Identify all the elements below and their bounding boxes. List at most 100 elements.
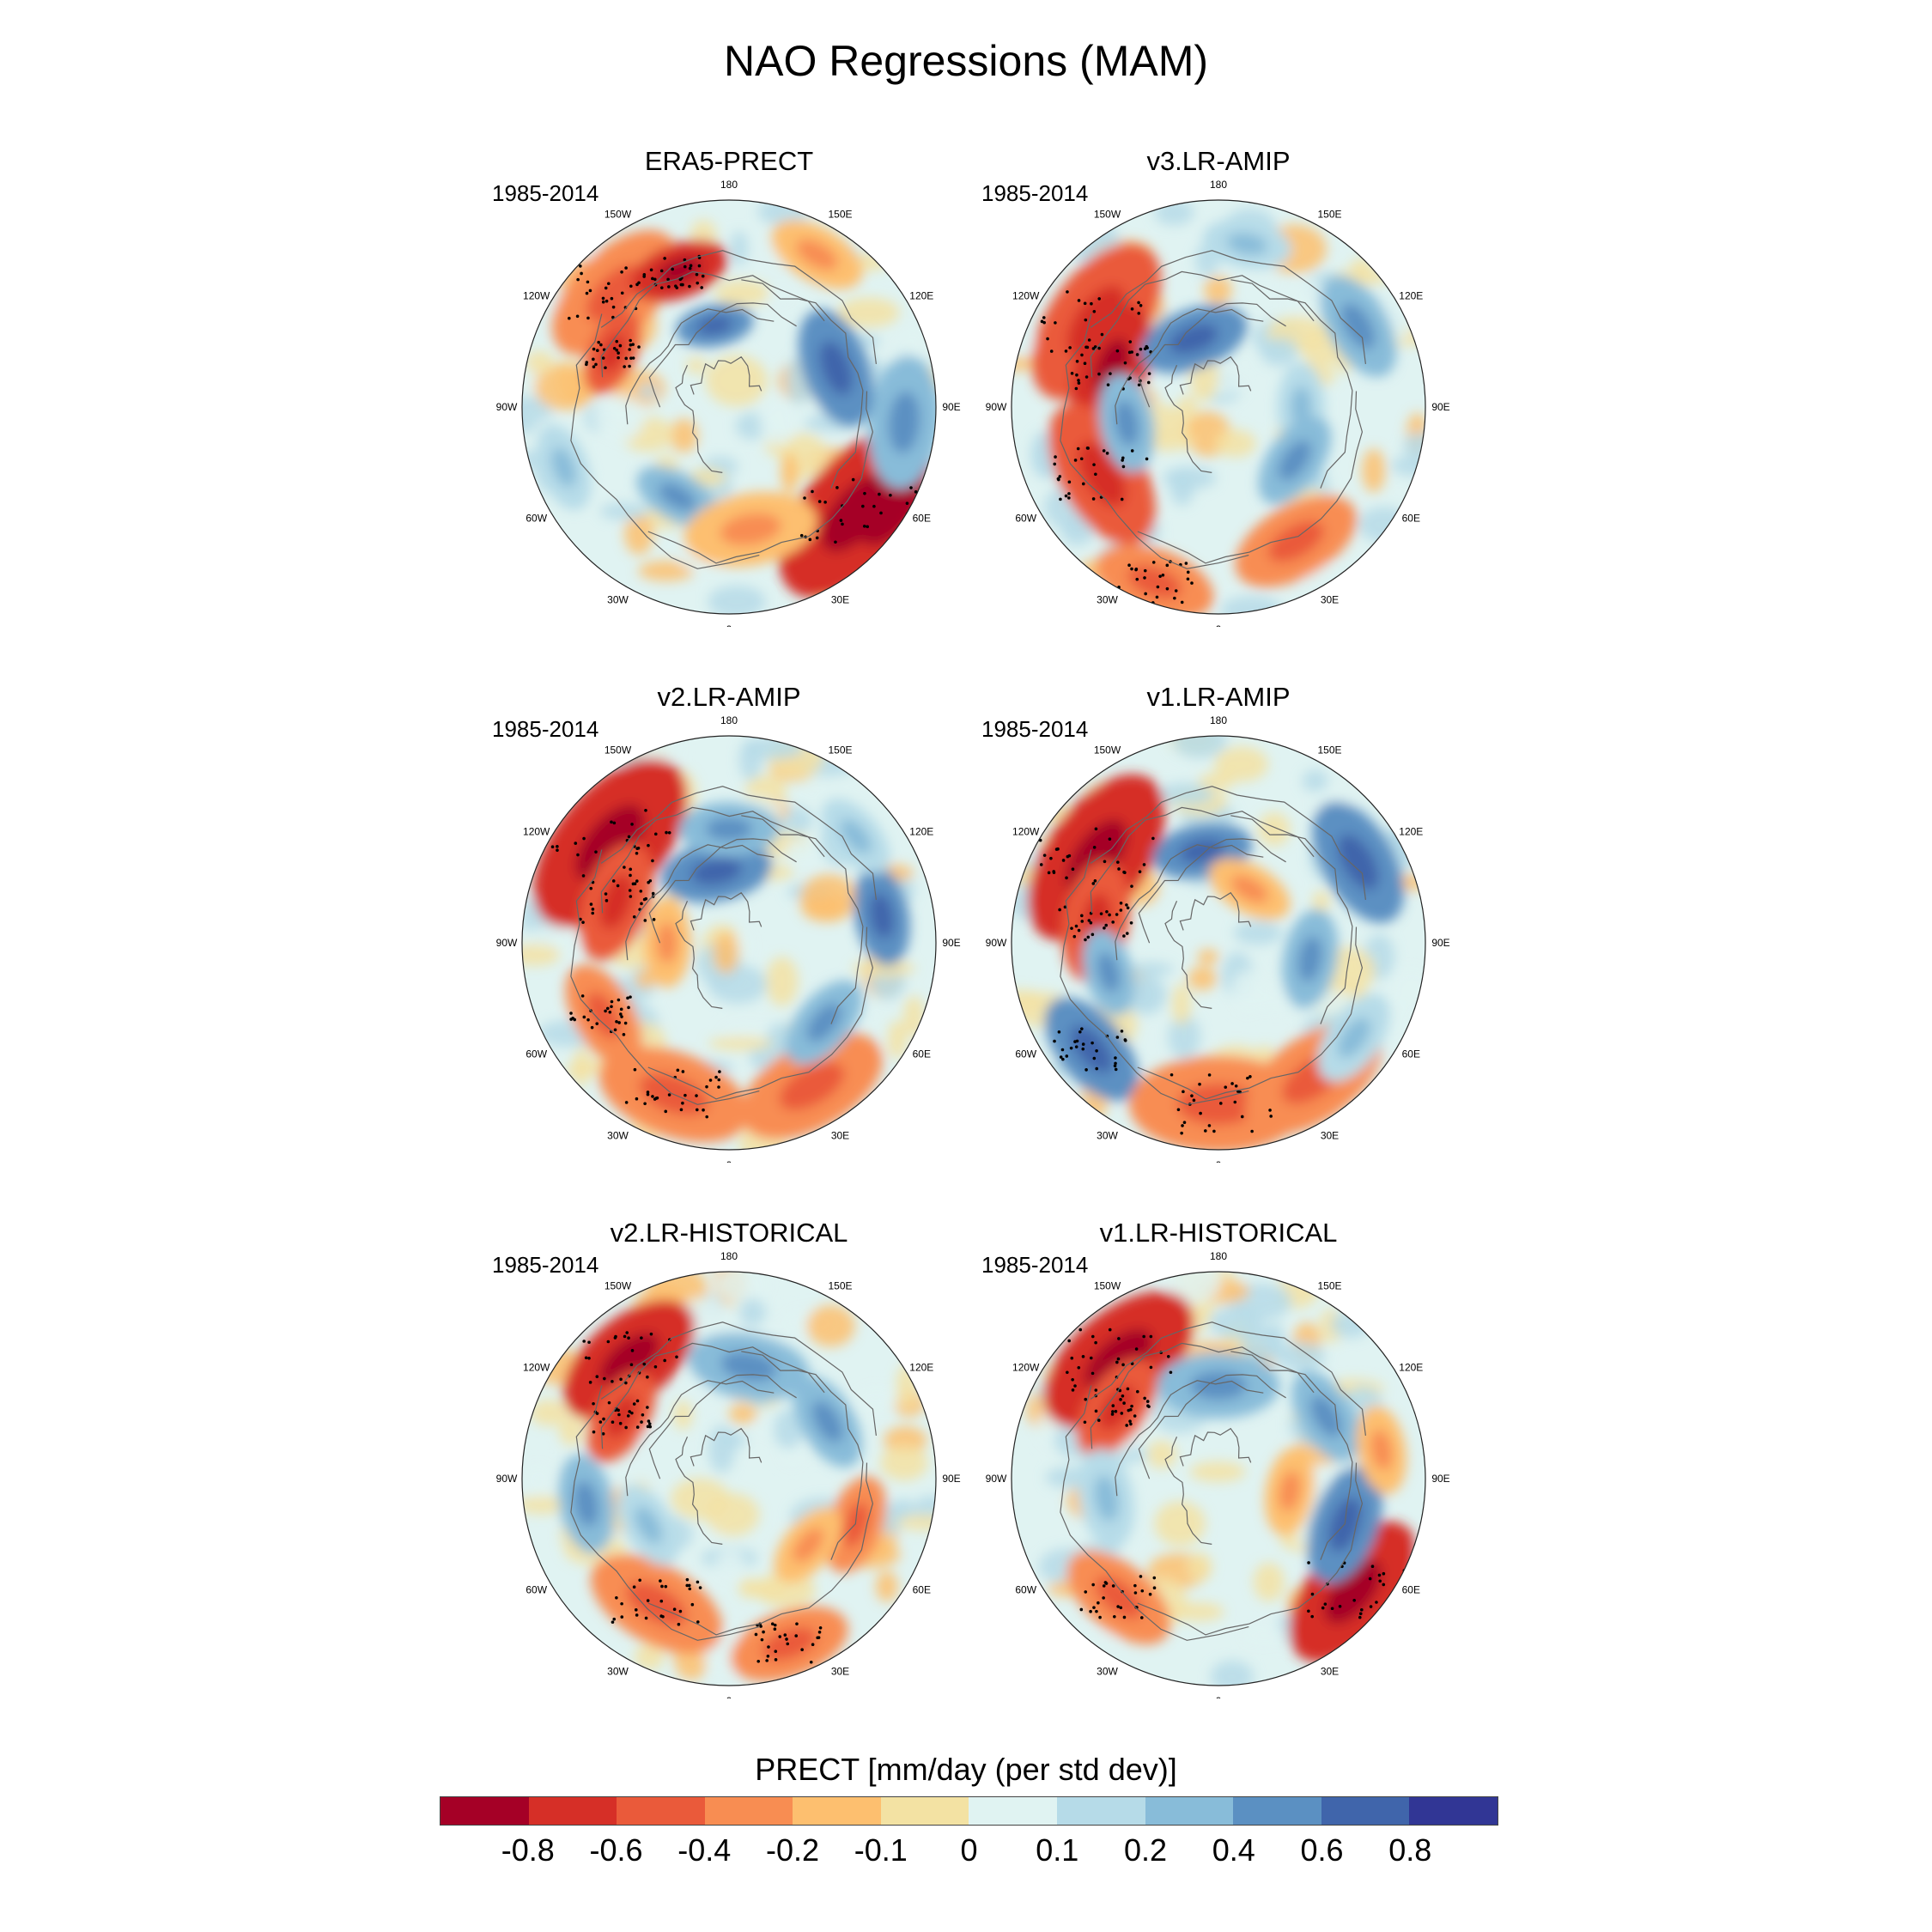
coastline bbox=[1115, 844, 1264, 961]
stipple-dot bbox=[1100, 332, 1104, 337]
stipple-dot bbox=[1103, 926, 1106, 930]
stipple-dot bbox=[643, 1102, 647, 1106]
stipple-dot bbox=[773, 1627, 777, 1631]
longitude-label: 90E bbox=[942, 401, 960, 413]
coastline bbox=[1090, 786, 1366, 900]
stipple-dot bbox=[1146, 1404, 1150, 1408]
stipple-dot bbox=[580, 271, 583, 276]
longitude-label: 60W bbox=[1015, 1584, 1036, 1596]
stipple-dot bbox=[701, 274, 705, 278]
stipple-dot bbox=[659, 269, 664, 273]
anomaly-core bbox=[575, 804, 645, 882]
stipple-dot bbox=[1095, 1049, 1098, 1053]
stipple-dot bbox=[1186, 570, 1190, 574]
stipple-dot bbox=[683, 258, 687, 262]
anomaly-patch bbox=[1164, 1272, 1222, 1306]
stipple-dot bbox=[608, 1010, 612, 1014]
stipple-dot bbox=[1084, 318, 1088, 322]
stipple-dot bbox=[1084, 938, 1087, 942]
anomaly-core bbox=[1127, 565, 1182, 598]
anomaly-patch bbox=[880, 1444, 928, 1481]
anomaly-patch bbox=[744, 736, 805, 760]
anomaly-patch bbox=[635, 970, 656, 989]
stipple-dot bbox=[634, 1608, 638, 1612]
stipple-dot bbox=[1073, 1040, 1077, 1043]
stipple-dot bbox=[620, 1615, 624, 1619]
stipple-dot bbox=[1084, 375, 1089, 379]
stipple-dot bbox=[625, 1331, 629, 1334]
anomaly-patch bbox=[1253, 1562, 1285, 1602]
coastline bbox=[741, 279, 864, 489]
stipple-dot bbox=[1323, 1602, 1327, 1606]
longitude-label: 150W bbox=[605, 744, 632, 756]
stipple-dot bbox=[604, 286, 608, 290]
stipple-dot bbox=[774, 1658, 778, 1662]
panel-period: 1985-2014 bbox=[981, 1252, 1089, 1278]
longitude-label: 120E bbox=[1399, 826, 1423, 838]
stipple-dot bbox=[695, 1108, 699, 1112]
longitude-label: 30E bbox=[831, 593, 849, 605]
stipple-dot bbox=[594, 850, 598, 854]
anomaly-patch bbox=[1146, 1440, 1177, 1469]
longitude-label: 180 bbox=[720, 179, 738, 191]
stipple-dot bbox=[1079, 1607, 1084, 1612]
anomaly-patch bbox=[886, 1020, 908, 1060]
stipple-dot bbox=[695, 1094, 698, 1097]
stipple-dot bbox=[1080, 920, 1084, 923]
anomaly-core bbox=[1067, 285, 1126, 358]
anomaly-patch bbox=[1312, 890, 1330, 914]
map-panel-v1-lr-amip: 180 150E 120E 90E 60E 30E 0 30W 60W 90W 120W 150W v… bbox=[952, 682, 1485, 1163]
stipple-dot bbox=[1075, 359, 1079, 363]
anomaly-core bbox=[599, 874, 633, 929]
anomaly-core bbox=[1291, 386, 1312, 428]
stipple-dot bbox=[607, 1400, 611, 1405]
stipple-dot bbox=[597, 340, 600, 344]
stipple-dot bbox=[1130, 449, 1134, 453]
map-panel-era5-prect: 180 150E 120E 90E 60E 30E 0 30W 60W 90W 120W 150W E… bbox=[463, 146, 995, 627]
stipple-dot bbox=[1240, 1115, 1244, 1119]
stipple-dot bbox=[817, 1630, 822, 1634]
anomaly-patch bbox=[735, 412, 768, 440]
stipple-dot bbox=[653, 277, 657, 282]
stipple-dot bbox=[1130, 350, 1133, 354]
stipple-dot bbox=[585, 362, 588, 367]
stipple-dot bbox=[685, 1577, 690, 1582]
stipple-dot bbox=[1091, 1041, 1094, 1045]
stipple-dot bbox=[592, 347, 596, 351]
anomaly-core bbox=[1279, 1470, 1301, 1512]
stipple-dot bbox=[1368, 1577, 1372, 1581]
stipple-dot bbox=[581, 920, 585, 924]
anomaly-patch bbox=[1154, 200, 1194, 226]
coastline bbox=[1090, 270, 1315, 378]
stipple-dot bbox=[688, 266, 692, 270]
stipple-dot bbox=[1125, 1424, 1128, 1427]
stipple-dot bbox=[1169, 1370, 1173, 1375]
stipple-dot bbox=[1092, 1056, 1097, 1060]
colorbar-box bbox=[1145, 1797, 1234, 1825]
stipple-dot bbox=[681, 283, 684, 287]
stipple-dot bbox=[1122, 934, 1126, 938]
anomaly-patch bbox=[738, 1577, 762, 1598]
longitude-label: 150E bbox=[828, 209, 852, 221]
stipple-dot bbox=[1115, 1360, 1119, 1364]
anomaly-patch bbox=[670, 418, 698, 453]
stipple-dot bbox=[1053, 1039, 1056, 1043]
anomaly-patch bbox=[1210, 1660, 1254, 1686]
significance-stippling bbox=[550, 808, 721, 1119]
stipple-dot bbox=[1180, 600, 1184, 605]
stipple-dot bbox=[1113, 1064, 1117, 1068]
anomaly-core bbox=[720, 1352, 777, 1382]
anomaly-patch bbox=[522, 1462, 555, 1497]
stipple-dot bbox=[604, 366, 607, 370]
coastline bbox=[1137, 927, 1364, 1100]
stipple-dot bbox=[1086, 447, 1090, 450]
stipple-dot bbox=[1049, 349, 1054, 353]
stipple-dot bbox=[611, 1420, 615, 1425]
stipple-dot bbox=[1199, 1111, 1202, 1115]
longitude-label: 60E bbox=[1402, 513, 1420, 525]
stipple-dot bbox=[770, 1622, 775, 1626]
stipple-dot bbox=[1115, 913, 1119, 916]
stipple-dot bbox=[1207, 1124, 1212, 1127]
longitude-label: 0 bbox=[1216, 1695, 1222, 1698]
stipple-dot bbox=[618, 1012, 623, 1016]
